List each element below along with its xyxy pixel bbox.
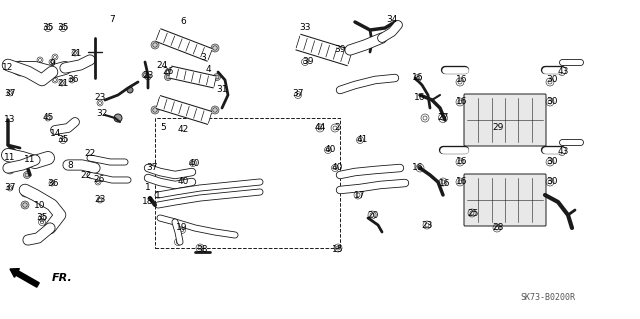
Circle shape [24,172,31,179]
Circle shape [6,61,14,69]
Text: 8: 8 [67,160,73,169]
Circle shape [6,166,14,174]
Text: 28: 28 [492,224,504,233]
Circle shape [16,61,24,69]
Text: 12: 12 [3,63,13,71]
Text: 11: 11 [4,152,16,161]
Text: 16: 16 [439,179,451,188]
Circle shape [127,87,133,93]
Text: 39: 39 [334,46,346,55]
Circle shape [21,189,29,197]
Text: 35: 35 [57,136,68,145]
Text: 22: 22 [81,170,92,180]
Text: 34: 34 [387,16,397,25]
Text: 16: 16 [412,164,424,173]
Text: 35: 35 [36,213,48,222]
Text: 37: 37 [292,88,304,98]
Text: 16: 16 [456,177,468,187]
Text: 36: 36 [47,179,59,188]
Text: 39: 39 [302,57,314,66]
Bar [155,118,340,248]
Text: 30: 30 [547,76,557,85]
FancyArrow shape [10,269,39,287]
Text: 2: 2 [334,122,340,131]
Text: 35: 35 [57,23,68,32]
Text: 26: 26 [163,68,173,77]
Text: 1: 1 [155,190,161,199]
Text: 18: 18 [142,197,154,206]
Text: 33: 33 [300,24,311,33]
Text: 29: 29 [492,123,504,132]
Text: 13: 13 [4,115,16,124]
Text: 43: 43 [557,147,569,157]
Text: 40: 40 [332,164,342,173]
Text: 30: 30 [547,98,557,107]
Text: FR.: FR. [52,273,73,283]
Text: 10: 10 [35,201,45,210]
FancyBboxPatch shape [464,94,546,146]
Text: 6: 6 [180,18,186,26]
FancyBboxPatch shape [464,174,546,226]
Text: 21: 21 [70,48,82,57]
Text: 26: 26 [93,175,105,184]
Text: 37: 37 [4,88,16,98]
Text: 21: 21 [58,78,68,87]
Circle shape [214,73,221,80]
Circle shape [66,161,74,169]
Text: 37: 37 [147,164,157,173]
Circle shape [164,73,172,80]
Text: 16: 16 [412,72,424,81]
Text: 4: 4 [205,65,211,75]
Text: 40: 40 [324,145,336,154]
Text: 17: 17 [355,190,365,199]
Text: 16: 16 [414,93,426,101]
Text: 24: 24 [156,61,168,70]
Circle shape [211,44,219,52]
Text: 1: 1 [145,183,151,192]
Text: 32: 32 [96,108,108,117]
Circle shape [6,151,14,159]
Circle shape [211,106,219,114]
Circle shape [114,114,122,122]
Text: 9: 9 [49,58,55,68]
Text: 16: 16 [456,98,468,107]
Text: 35: 35 [42,23,54,32]
Text: 37: 37 [4,183,16,192]
Text: 40: 40 [177,177,189,187]
Text: 15: 15 [332,246,344,255]
Circle shape [16,68,24,76]
Text: 23: 23 [94,196,106,204]
Circle shape [21,201,29,209]
Text: 45: 45 [42,114,54,122]
Text: 19: 19 [176,224,188,233]
Text: 14: 14 [51,129,61,137]
Text: 5: 5 [160,122,166,131]
Circle shape [151,41,159,49]
Text: 43: 43 [557,68,569,77]
Text: 44: 44 [314,122,326,131]
Text: 23: 23 [142,70,154,79]
Text: 16: 16 [456,158,468,167]
Text: 38: 38 [196,246,208,255]
Circle shape [151,106,159,114]
Text: 27: 27 [437,114,449,122]
Text: 40: 40 [188,159,200,167]
Text: 23: 23 [94,93,106,101]
Text: 31: 31 [216,85,228,94]
Text: 16: 16 [456,76,468,85]
Text: 11: 11 [24,155,36,165]
Text: 30: 30 [547,158,557,167]
Text: 42: 42 [177,125,189,135]
Circle shape [142,72,148,78]
Text: SK73-B0200R: SK73-B0200R [520,293,575,302]
Text: 3: 3 [200,54,206,63]
Text: 20: 20 [367,211,379,219]
Text: 30: 30 [547,177,557,187]
Text: 22: 22 [84,149,95,158]
Text: 36: 36 [67,76,79,85]
Text: 7: 7 [109,16,115,25]
Text: 23: 23 [421,220,433,229]
Text: 25: 25 [467,209,479,218]
Text: 41: 41 [356,136,368,145]
